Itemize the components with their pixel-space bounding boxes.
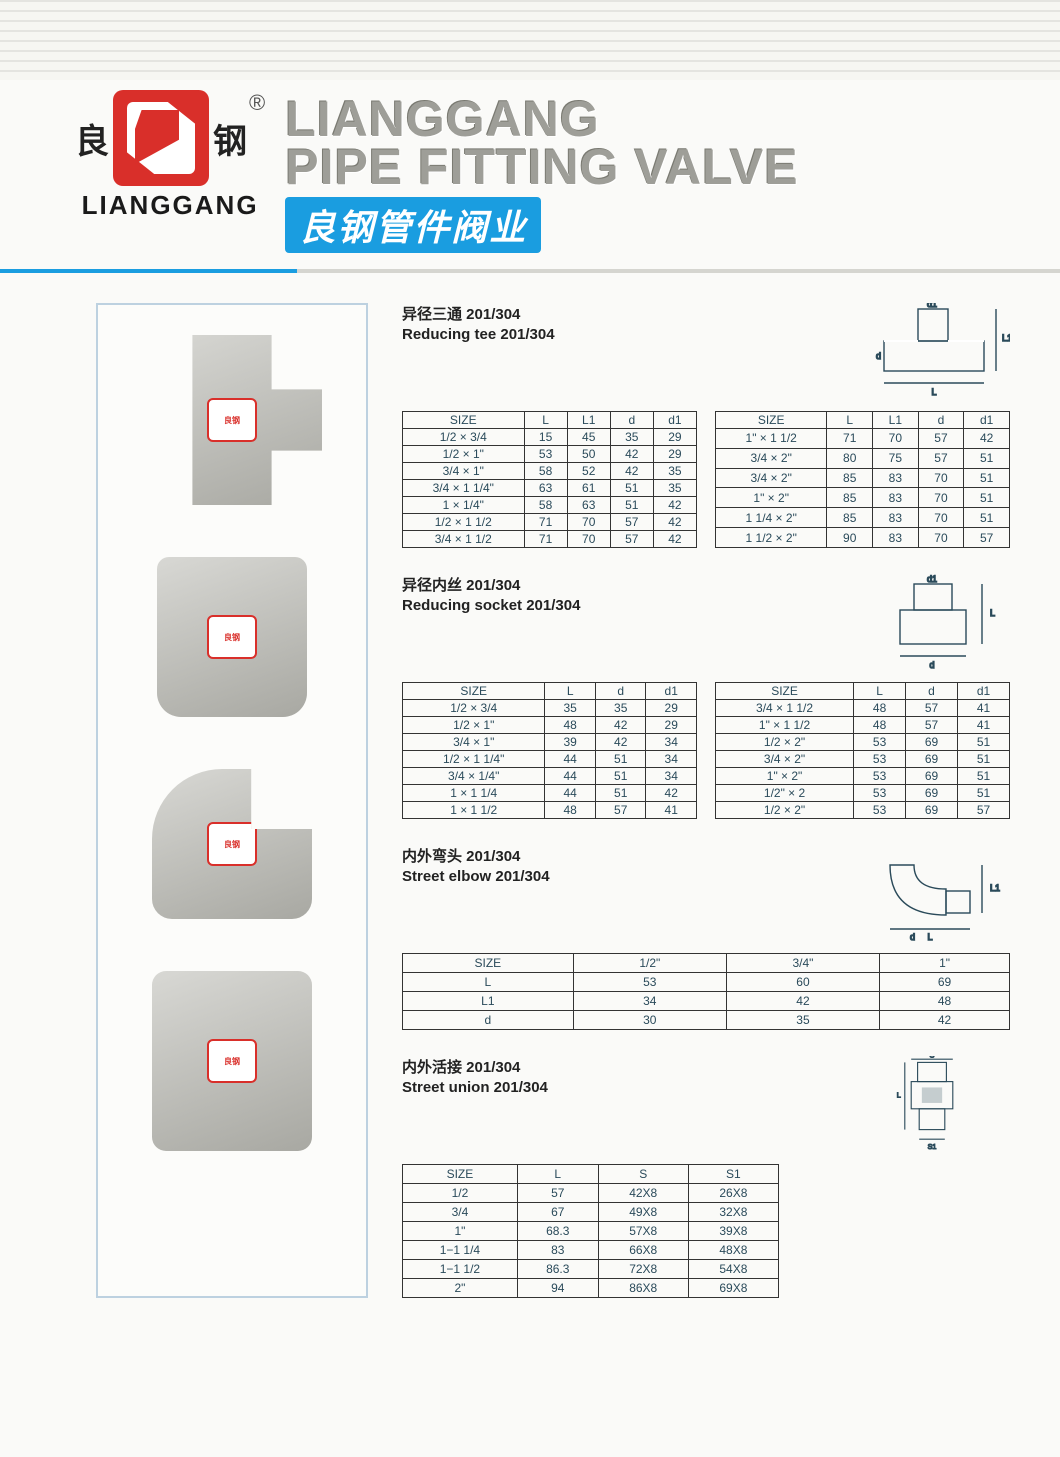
table-row: 1/2 × 2"536957 xyxy=(716,802,1010,819)
table-row: 1" × 1 1/271705742 xyxy=(716,429,1010,449)
table-row: d303542 xyxy=(403,1011,1010,1030)
section-title-en: Reducing socket 201/304 xyxy=(402,597,580,614)
table-row: 1/2 × 2"536951 xyxy=(716,734,1010,751)
tech-drawing-tee: L L1 d1 d xyxy=(870,303,1010,399)
brand-cn-left: 良 xyxy=(75,114,109,163)
spec-table-tee: SIZELL1dd1 1/2 × 3/4154535291/2 × 1"5350… xyxy=(402,411,1010,548)
product-photo-elbow xyxy=(152,769,312,919)
svg-text:L: L xyxy=(990,608,995,618)
svg-text:L: L xyxy=(897,1091,901,1100)
table-row: 1" × 1 1/2485741 xyxy=(716,717,1010,734)
section-title-cn: 内外活接 201/304 xyxy=(402,1056,548,1077)
table-row: 1" × 2"536951 xyxy=(716,768,1010,785)
section-title-en: Street union 201/304 xyxy=(402,1079,548,1096)
table-row: 3/4 × 1/4"445134 xyxy=(403,768,697,785)
svg-text:d1: d1 xyxy=(927,574,937,584)
table-row: 1 × 1 1/4445142 xyxy=(403,785,697,802)
table-row: 1/2 × 3/415453529 xyxy=(403,429,697,446)
catalog-page: 良 钢 ® LIANGGANG LIANGGANG PIPE FITTING V… xyxy=(0,0,1060,1457)
registered-mark: ® xyxy=(249,90,265,116)
table-row: L536069 xyxy=(403,973,1010,992)
table-row: 1−1 1/48366X848X8 xyxy=(403,1241,779,1260)
section-title-en: Street elbow 201/304 xyxy=(402,868,550,885)
table-row: 1−1 1/286.372X854X8 xyxy=(403,1260,779,1279)
svg-text:d: d xyxy=(876,351,881,361)
table-row: 3/4 × 1 1/271705742 xyxy=(403,531,697,548)
brand-cn-right: 钢 xyxy=(213,114,247,163)
table-row: 3/46749X832X8 xyxy=(403,1203,779,1222)
title-line1: LIANGGANG xyxy=(285,96,798,144)
table-row: L1344248 xyxy=(403,992,1010,1011)
spec-column: 异径三通 201/304 Reducing tee 201/304 L L1 d… xyxy=(402,303,1010,1298)
section-street-elbow: 内外弯头 201/304 Street elbow 201/304 L1 L d xyxy=(402,845,1010,1030)
table-row: 3/4 × 2"536951 xyxy=(716,751,1010,768)
spec-table-elbow: SIZE1/2"3/4"1" L536069L1344248d303542 xyxy=(402,953,1010,1030)
section-title-en: Reducing tee 201/304 xyxy=(402,326,555,343)
table-row: 1/2" × 2536951 xyxy=(716,785,1010,802)
section-title-cn: 内外弯头 201/304 xyxy=(402,845,550,866)
content-area: 异径三通 201/304 Reducing tee 201/304 L L1 d… xyxy=(0,303,1060,1338)
title-block: LIANGGANG PIPE FITTING VALVE 良钢管件阀业 xyxy=(285,90,798,253)
title-line2: PIPE FITTING VALVE xyxy=(285,144,798,192)
title-cn: 良钢管件阀业 xyxy=(299,207,527,248)
table-row: 1/2 × 1"53504229 xyxy=(403,446,697,463)
svg-text:L: L xyxy=(927,932,932,941)
svg-text:d: d xyxy=(929,660,934,670)
svg-text:S1: S1 xyxy=(928,1142,937,1151)
spec-table-union: SIZELSS1 1/25742X826X83/46749X832X81"68.… xyxy=(402,1164,779,1298)
title-cn-badge: 良钢管件阀业 xyxy=(285,197,541,253)
table-row: 1/2 × 1"484229 xyxy=(403,717,697,734)
table-row: 3/4 × 1"394234 xyxy=(403,734,697,751)
svg-text:d1: d1 xyxy=(927,303,937,309)
decorative-stripes xyxy=(0,0,1060,80)
table-row: 1/2 × 3/4353529 xyxy=(403,700,697,717)
svg-text:S: S xyxy=(930,1056,935,1060)
table-row: 1/2 × 1 1/4"445134 xyxy=(403,751,697,768)
table-row: 3/4 × 1"58524235 xyxy=(403,463,697,480)
table-row: 1 1/4 × 2"85837051 xyxy=(716,508,1010,528)
section-street-union: 内外活接 201/304 Street union 201/304 L S S1 xyxy=(402,1056,1010,1298)
product-photo-union xyxy=(152,971,312,1151)
table-row: 1 × 1/4"58635142 xyxy=(403,497,697,514)
product-photo-socket xyxy=(157,557,307,717)
table-row: 1" × 2"85837051 xyxy=(716,488,1010,508)
logo-block: 良 钢 ® LIANGGANG xyxy=(75,90,265,221)
table-row: 1/25742X826X8 xyxy=(403,1184,779,1203)
table-row: 3/4 × 2"80755751 xyxy=(716,448,1010,468)
product-photo-tee xyxy=(142,335,322,505)
section-title-cn: 异径内丝 201/304 xyxy=(402,574,580,595)
tech-drawing-union: L S S1 xyxy=(870,1056,1010,1152)
table-row: 2"9486X869X8 xyxy=(403,1279,779,1298)
table-row: 1 1/2 × 2"90837057 xyxy=(716,528,1010,548)
tech-drawing-socket: d1 d L xyxy=(870,574,1010,670)
spec-table-socket: SIZELdd1 1/2 × 3/43535291/2 × 1"4842293/… xyxy=(402,682,1010,819)
table-row: 3/4 × 1 1/4"63615135 xyxy=(403,480,697,497)
svg-text:L: L xyxy=(931,387,936,397)
page-header: 良 钢 ® LIANGGANG LIANGGANG PIPE FITTING V… xyxy=(0,80,1060,263)
svg-text:L1: L1 xyxy=(990,883,1000,893)
section-reducing-socket: 异径内丝 201/304 Reducing socket 201/304 d1 … xyxy=(402,574,1010,819)
svg-text:L1: L1 xyxy=(1002,333,1010,343)
table-row: 3/4 × 1 1/2485741 xyxy=(716,700,1010,717)
section-reducing-tee: 异径三通 201/304 Reducing tee 201/304 L L1 d… xyxy=(402,303,1010,548)
section-title-cn: 异径三通 201/304 xyxy=(402,303,555,324)
tech-drawing-elbow: L1 L d xyxy=(870,845,1010,941)
table-row: 3/4 × 2"85837051 xyxy=(716,468,1010,488)
table-row: 1/2 × 1 1/271705742 xyxy=(403,514,697,531)
table-row: 1"68.357X839X8 xyxy=(403,1222,779,1241)
header-divider xyxy=(0,269,1060,273)
product-photo-column xyxy=(96,303,368,1298)
brand-logo-icon xyxy=(113,90,209,186)
svg-text:d: d xyxy=(910,932,915,941)
table-row: 1 × 1 1/2485741 xyxy=(403,802,697,819)
brand-name-en: LIANGGANG xyxy=(82,190,259,221)
